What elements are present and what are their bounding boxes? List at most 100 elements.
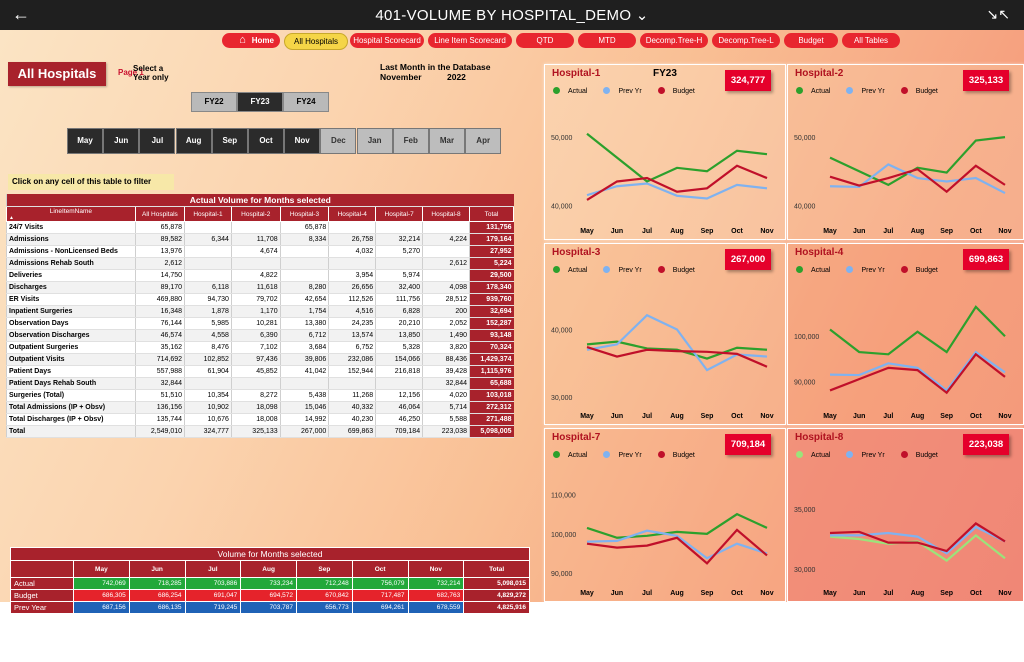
column-header-hospital-1[interactable]: Hospital-1 bbox=[184, 206, 232, 222]
table-cell[interactable]: 699,863 bbox=[328, 425, 376, 438]
table-cell[interactable]: 35,162 bbox=[134, 341, 185, 354]
table-cell[interactable]: 179,164 bbox=[469, 233, 514, 246]
line-chart[interactable]: 110,000 100,000 90,000 May Jun Jul Aug Sep Oct No… bbox=[545, 429, 785, 601]
nav-button-decomp-tree-h[interactable]: Decomp.Tree-H bbox=[640, 33, 708, 48]
row-total[interactable]: 4,829,272 bbox=[463, 589, 530, 602]
legend-item-prev-yr[interactable]: Prev Yr bbox=[603, 87, 649, 95]
series-line-actual[interactable] bbox=[586, 512, 768, 539]
table-cell[interactable]: 12,156 bbox=[375, 389, 423, 402]
nav-button-decomp-tree-l[interactable]: Decomp.Tree-L bbox=[712, 33, 780, 48]
table-cell[interactable]: 686,305 bbox=[73, 589, 130, 602]
table-cell[interactable] bbox=[422, 269, 470, 282]
table-cell[interactable]: 39,428 bbox=[422, 365, 470, 378]
table-cell[interactable]: 2,612 bbox=[134, 257, 185, 270]
table-cell[interactable]: 5,714 bbox=[422, 401, 470, 414]
legend-item-prev-yr[interactable]: Prev Yr bbox=[603, 451, 649, 459]
month-button-jun[interactable]: Jun bbox=[103, 128, 140, 154]
table-cell[interactable]: 20,210 bbox=[375, 317, 423, 330]
table-cell[interactable]: 13,976 bbox=[134, 245, 185, 258]
table-cell[interactable]: 76,144 bbox=[134, 317, 185, 330]
table-cell[interactable]: 46,064 bbox=[375, 401, 423, 414]
table-cell[interactable]: 61,904 bbox=[184, 365, 232, 378]
row-label[interactable]: Patient Days Rehab South bbox=[6, 377, 136, 390]
table-cell[interactable]: 742,069 bbox=[73, 577, 130, 590]
table-cell[interactable] bbox=[184, 245, 232, 258]
table-cell[interactable]: 714,692 bbox=[134, 353, 185, 366]
table-cell[interactable]: 135,744 bbox=[134, 413, 185, 426]
table-cell[interactable]: 13,850 bbox=[375, 329, 423, 342]
table-cell[interactable] bbox=[328, 257, 376, 270]
line-chart[interactable]: 100,000 90,000 May Jun Jul Aug Sep Oct Nov bbox=[788, 244, 1023, 424]
table-cell[interactable]: 6,390 bbox=[230, 329, 281, 342]
table-cell[interactable]: 8,334 bbox=[279, 233, 329, 246]
table-cell[interactable]: 10,281 bbox=[230, 317, 281, 330]
table-cell[interactable]: 45,852 bbox=[230, 365, 281, 378]
chart-panel-hospital-2[interactable]: 50,000 40,000 May Jun Jul Aug Sep Oct Nov Hospita… bbox=[787, 64, 1024, 240]
table-cell[interactable]: 5,438 bbox=[279, 389, 329, 402]
legend-item-prev-yr[interactable]: Prev Yr bbox=[846, 87, 892, 95]
row-label[interactable]: Discharges bbox=[6, 281, 136, 294]
table-cell[interactable]: 65,878 bbox=[279, 221, 329, 234]
table-cell[interactable]: 28,512 bbox=[422, 293, 470, 306]
series-line-budget[interactable] bbox=[586, 528, 768, 565]
year-button-fy22[interactable]: FY22 bbox=[191, 92, 237, 112]
row-label[interactable]: Outpatient Surgeries bbox=[6, 341, 136, 354]
table-cell[interactable] bbox=[230, 377, 281, 390]
row-label[interactable]: Patient Days bbox=[6, 365, 136, 378]
table-cell[interactable]: 718,285 bbox=[128, 577, 186, 590]
table-cell[interactable]: 656,773 bbox=[296, 601, 353, 614]
chart-panel-hospital-7[interactable]: 110,000 100,000 90,000 May Jun Jul Aug Sep Oct No… bbox=[544, 428, 786, 602]
nav-button-budget[interactable]: Budget bbox=[784, 33, 838, 48]
column-header-hospital-3[interactable]: Hospital-3 bbox=[279, 206, 330, 222]
table-cell[interactable] bbox=[279, 269, 329, 282]
table-cell[interactable]: 1,115,976 bbox=[469, 365, 514, 378]
series-line-prev-yr[interactable] bbox=[830, 525, 1006, 555]
table-cell[interactable]: 102,852 bbox=[184, 353, 232, 366]
table-cell[interactable]: 469,880 bbox=[134, 293, 185, 306]
column-header-hospital-2[interactable]: Hospital-2 bbox=[230, 206, 281, 222]
column-header-total[interactable]: Total bbox=[469, 206, 514, 222]
table-cell[interactable]: 13,380 bbox=[279, 317, 329, 330]
table-cell[interactable] bbox=[230, 257, 281, 270]
table-cell[interactable]: 200 bbox=[422, 305, 470, 318]
table-cell[interactable]: 2,549,010 bbox=[134, 425, 185, 438]
series-line-budget[interactable] bbox=[586, 346, 768, 368]
table-cell[interactable]: 27,952 bbox=[469, 245, 514, 258]
table-cell[interactable]: 272,312 bbox=[469, 401, 514, 414]
month-button-feb[interactable]: Feb bbox=[392, 128, 429, 154]
table-cell[interactable]: 5,270 bbox=[375, 245, 423, 258]
table-cell[interactable]: 325,133 bbox=[230, 425, 281, 438]
legend-item-prev-yr[interactable]: Prev Yr bbox=[846, 266, 892, 274]
table-cell[interactable]: 232,086 bbox=[328, 353, 376, 366]
table-cell[interactable]: 39,806 bbox=[279, 353, 329, 366]
table-cell[interactable]: 4,224 bbox=[422, 233, 470, 246]
table-cell[interactable]: 678,559 bbox=[407, 601, 465, 614]
series-line-actual[interactable] bbox=[829, 136, 1006, 187]
line-chart[interactable]: 50,000 40,000 May Jun Jul Aug Sep Oct Nov bbox=[545, 65, 785, 239]
table-cell[interactable]: 112,526 bbox=[328, 293, 376, 306]
table-cell[interactable]: 1,490 bbox=[422, 329, 470, 342]
table-cell[interactable]: 40,230 bbox=[328, 413, 376, 426]
series-line-prev-yr[interactable] bbox=[586, 182, 768, 200]
table-cell[interactable] bbox=[184, 377, 232, 390]
table-cell[interactable]: 65,878 bbox=[134, 221, 185, 234]
table-cell[interactable]: 97,436 bbox=[230, 353, 281, 366]
table-cell[interactable]: 3,954 bbox=[328, 269, 376, 282]
table-cell[interactable]: 712,248 bbox=[296, 577, 353, 590]
table-cell[interactable]: 94,730 bbox=[184, 293, 232, 306]
table-cell[interactable]: 4,674 bbox=[230, 245, 281, 258]
legend-item-budget[interactable]: Budget bbox=[900, 266, 946, 274]
month-button-dec[interactable]: Dec bbox=[320, 128, 357, 154]
table-cell[interactable]: 46,250 bbox=[375, 413, 423, 426]
table-cell[interactable]: 136,156 bbox=[134, 401, 185, 414]
column-header-all-hospitals[interactable]: All Hospitals bbox=[134, 206, 186, 222]
row-label[interactable]: Outpatient Visits bbox=[6, 353, 136, 366]
nav-button-mtd[interactable]: MTD bbox=[578, 33, 636, 48]
table-cell[interactable]: 4,098 bbox=[422, 281, 470, 294]
table-cell[interactable]: 223,038 bbox=[422, 425, 470, 438]
legend-item-budget[interactable]: Budget bbox=[657, 266, 703, 274]
table-cell[interactable]: 70,324 bbox=[469, 341, 514, 354]
table-cell[interactable]: 111,756 bbox=[375, 293, 423, 306]
row-label[interactable]: Admissions bbox=[6, 233, 136, 246]
series-line-prev-yr[interactable] bbox=[586, 529, 768, 560]
